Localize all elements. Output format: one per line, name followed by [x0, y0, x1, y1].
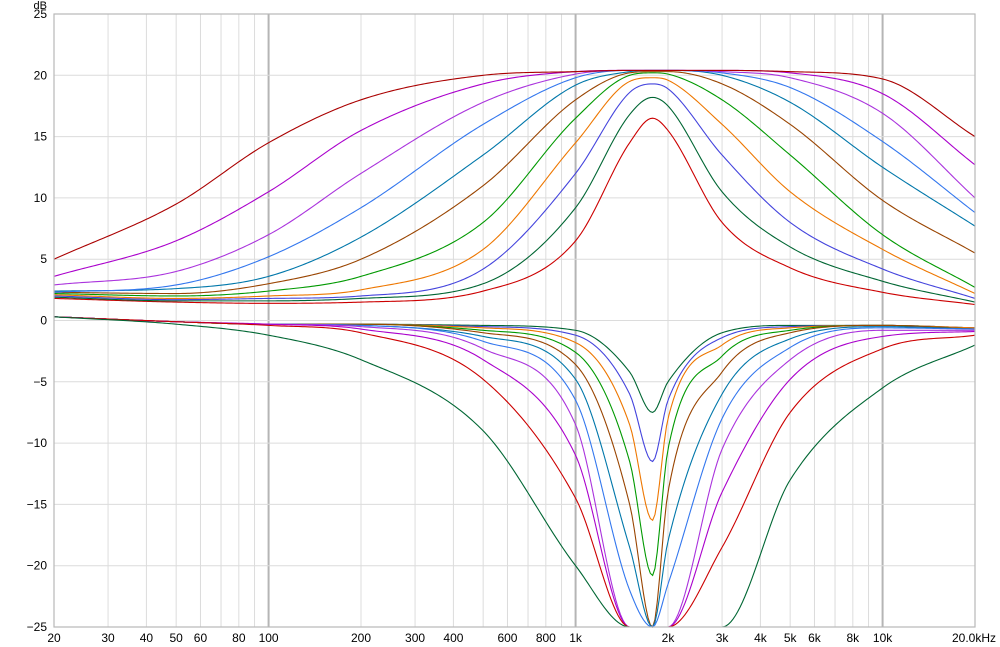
- x-tick-label: 20.0kHz: [952, 631, 996, 645]
- y-tick-label: −25: [27, 620, 48, 634]
- x-tick-label: 1k: [569, 631, 583, 645]
- boost-curve-9: [53, 69, 976, 286]
- x-tick-labels: 20 30 40 50 60 80 100 200 300 400 600 800 1k 2k 3k 4k 5k…: [47, 631, 996, 645]
- boost-curve-2: [53, 96, 976, 303]
- x-tick-label: 5k: [784, 631, 798, 645]
- boost-curve-1: [53, 117, 976, 306]
- y-tick-label: −5: [33, 375, 47, 389]
- x-tick-label: 10k: [873, 631, 893, 645]
- y-tick-label: 10: [34, 191, 48, 205]
- boost-curve-10: [53, 69, 976, 277]
- y-tick-label: 20: [34, 68, 48, 82]
- x-tick-label: 4k: [754, 631, 768, 645]
- boost-curve-3: [53, 83, 976, 301]
- boost-curve-4: [53, 77, 976, 299]
- x-tick-label: 800: [536, 631, 556, 645]
- x-tick-label: 30: [101, 631, 115, 645]
- x-tick-label: 8k: [846, 631, 860, 645]
- x-tick-label: 300: [405, 631, 425, 645]
- x-tick-label: 6k: [808, 631, 822, 645]
- x-tick-label: 100: [259, 631, 279, 645]
- boost-curve-5: [53, 72, 976, 297]
- x-tick-label: 200: [351, 631, 371, 645]
- x-tick-label: 40: [140, 631, 154, 645]
- y-tick-label: −15: [27, 497, 48, 511]
- y-tick-labels: 25 20 15 10 5 0 −5 −10 −15 −20 −25: [27, 7, 48, 634]
- cut-curve-22: [53, 316, 976, 628]
- y-tick-label: 0: [40, 314, 47, 328]
- y-tick-label: −10: [27, 436, 48, 450]
- boost-curve-7: [53, 69, 976, 292]
- y-unit-label: dB: [34, 0, 47, 12]
- plot-frame: [53, 13, 976, 628]
- x-tick-label: 2k: [662, 631, 676, 645]
- x-tick-label: 50: [169, 631, 183, 645]
- boost-curve-11: [53, 69, 976, 260]
- x-tick-label: 80: [232, 631, 246, 645]
- x-tick-label: 60: [194, 631, 208, 645]
- boost-curve-6: [53, 71, 976, 295]
- y-tick-label: −20: [27, 559, 48, 573]
- y-tick-label: 5: [40, 252, 47, 266]
- y-tick-label: 15: [34, 130, 48, 144]
- x-tick-label: 20: [47, 631, 61, 645]
- x-tick-label: 600: [497, 631, 517, 645]
- series-lines: [53, 69, 976, 628]
- boost-curve-8: [53, 69, 976, 293]
- x-tick-label: 3k: [716, 631, 730, 645]
- y-tick-label: 25: [34, 7, 48, 21]
- x-tick-label: 400: [443, 631, 463, 645]
- cut-curve-21: [53, 316, 976, 628]
